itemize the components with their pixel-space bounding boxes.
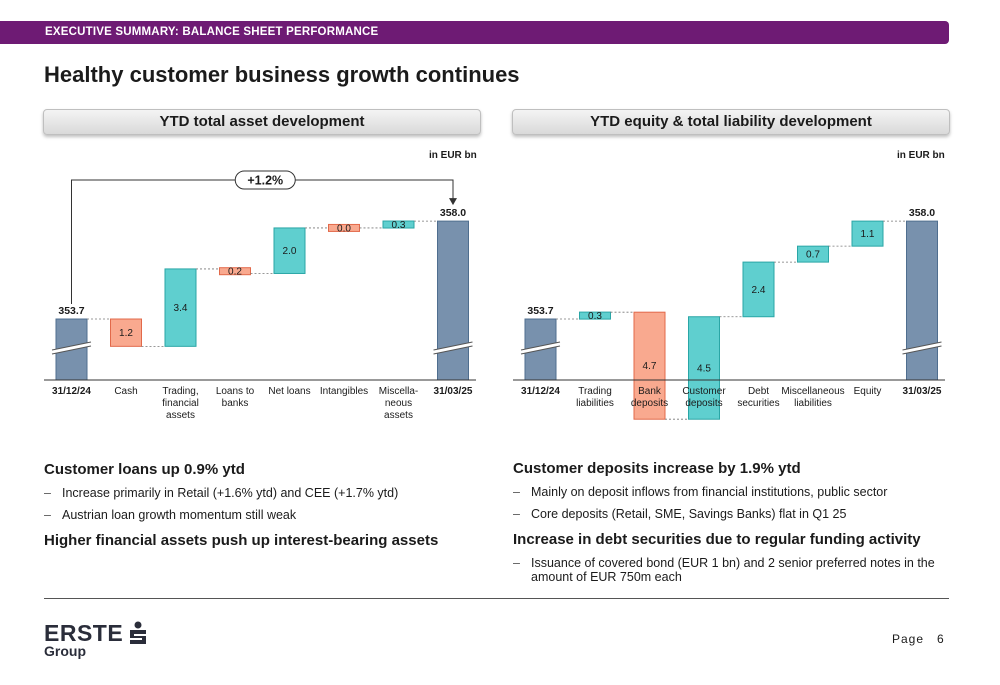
bar-4 — [742, 261, 775, 318]
erste-s-icon — [130, 621, 147, 644]
value-label-4: 2.0 — [283, 246, 297, 257]
category-label-3: Customer deposits — [682, 386, 726, 409]
erste-group-logo: ERSTE Group — [44, 620, 149, 659]
right-commentary: Customer deposits increase by 1.9% ytd – M… — [513, 460, 953, 592]
bar-3 — [219, 267, 251, 276]
page-number: 6 — [937, 632, 945, 646]
bullet-text: Core deposits (Retail, SME, Savings Bank… — [531, 507, 847, 521]
bar-1 — [579, 311, 611, 320]
axis-break-7 — [902, 342, 942, 354]
bullet-item: – Issuance of covered bond (EUR 1 bn) and… — [513, 556, 953, 584]
axis-break-line-b-0 — [520, 345, 561, 355]
bar-7 — [437, 220, 469, 381]
category-label-7: 31/03/25 — [903, 386, 942, 397]
category-label-0: 31/12/24 — [521, 386, 560, 397]
category-label-5: Intangibles — [320, 386, 368, 397]
category-label-0: 31/12/24 — [52, 386, 91, 397]
category-label-4: Debt securities — [737, 386, 779, 409]
value-label-2: 4.7 — [643, 361, 657, 372]
section-header-text: EXECUTIVE SUMMARY: BALANCE SHEET PERFORM… — [45, 26, 379, 38]
growth-bracket — [71, 179, 454, 305]
category-label-1: Cash — [114, 386, 137, 397]
section-header-bar: EXECUTIVE SUMMARY: BALANCE SHEET PERFORM… — [0, 21, 949, 44]
bullet-text: Issuance of covered bond (EUR 1 bn) and … — [531, 556, 935, 584]
section-heading: Customer loans up 0.9% ytd — [44, 461, 245, 478]
value-label-5: 0.7 — [806, 250, 820, 261]
category-label-2: Trading, financial assets — [162, 386, 199, 421]
value-label-5: 0.0 — [337, 223, 351, 234]
bullet-text: Austrian loan growth momentum still weak — [62, 508, 297, 522]
bullet-item: – Austrian loan growth momentum still wea… — [44, 508, 484, 522]
right-chart-unit: in EUR bn — [897, 150, 945, 161]
value-label-7: 358.0 — [440, 207, 466, 219]
section-heading: Customer deposits increase by 1.9% ytd — [513, 460, 801, 477]
category-label-3: Loans to banks — [216, 386, 255, 409]
axis-break-7 — [433, 342, 473, 354]
left-commentary: Customer loans up 0.9% ytd – Increase prim… — [44, 461, 484, 557]
value-label-3: 4.5 — [697, 363, 711, 374]
axis-break-line-a-0 — [51, 341, 92, 351]
bullet-item: – Mainly on deposit inflows from financia… — [513, 485, 953, 499]
page-label: Page — [892, 632, 925, 646]
logo-group-text: Group — [44, 643, 86, 659]
liability-waterfall-chart: 353.7 0.3 4.7 4.5 2.4 0.7 1.1 358.0 31/12/24 Trad… — [513, 207, 945, 420]
axis-break-line-b-7 — [433, 345, 473, 355]
axis-break-line-a-7 — [433, 341, 473, 351]
category-label-1: Trading liabilities — [576, 386, 614, 409]
value-label-1: 1.2 — [119, 328, 133, 339]
growth-label: +1.2% — [247, 174, 283, 188]
bullet-text: Increase primarily in Retail (+1.6% ytd)… — [62, 486, 399, 500]
bullet-dash-icon: – — [44, 486, 51, 500]
bar-5 — [797, 245, 829, 263]
footer-divider — [44, 598, 949, 599]
section-heading: Increase in debt securities due to regul… — [513, 531, 921, 548]
axis-break-line-a-0 — [520, 341, 561, 351]
value-label-1: 0.3 — [588, 311, 602, 322]
value-label-0: 353.7 — [527, 305, 553, 317]
value-label-6: 0.3 — [392, 220, 406, 231]
bullet-dash-icon: – — [513, 485, 520, 499]
axis-break-0 — [521, 342, 560, 354]
bullet-dash-icon: – — [513, 507, 520, 521]
bar-2 — [633, 311, 666, 420]
growth-bubble — [234, 170, 296, 190]
category-label-7: 31/03/25 — [434, 386, 473, 397]
value-label-4: 2.4 — [752, 285, 766, 296]
category-label-6: Miscella-neous assets — [379, 386, 418, 421]
axis-break-line-a-7 — [902, 341, 942, 351]
bullet-item: – Increase primarily in Retail (+1.6% ytd… — [44, 486, 484, 500]
bar-6 — [851, 220, 884, 247]
page-indicator: Page 6 — [892, 632, 945, 646]
bar-3 — [688, 316, 720, 420]
logo-brand-text: ERSTE — [44, 620, 124, 646]
value-label-7: 358.0 — [909, 207, 935, 219]
value-label-3: 0.2 — [228, 267, 242, 278]
axis-break-line-b-7 — [902, 345, 942, 355]
bullet-dash-icon: – — [513, 556, 520, 570]
category-label-5: Miscellaneous liabilities — [781, 386, 844, 409]
bar-1 — [110, 318, 142, 347]
left-chart-heading: YTD total asset development — [43, 109, 481, 135]
bar-4 — [273, 227, 306, 274]
bar-6 — [382, 220, 415, 229]
value-label-2: 3.4 — [174, 303, 188, 314]
axis-break-0 — [52, 342, 91, 354]
axis-break-line-b-0 — [51, 345, 92, 355]
value-label-0: 353.7 — [58, 305, 84, 317]
section-heading: Higher financial assets push up interest… — [44, 532, 439, 549]
bullet-dash-icon: – — [44, 508, 51, 522]
asset-waterfall-chart: 353.7 1.2 3.4 0.2 2.0 0.0 0.3 358.0 31/12/24 Cash… — [44, 170, 476, 421]
category-label-4: Net loans — [268, 386, 310, 397]
bullet-text: Mainly on deposit inflows from financial… — [531, 485, 888, 499]
page-title: Healthy customer business growth continu… — [44, 62, 520, 87]
category-label-6: Equity — [854, 386, 882, 397]
value-label-6: 1.1 — [861, 229, 875, 240]
bar-7 — [906, 220, 938, 381]
bullet-item: – Core deposits (Retail, SME, Savings Ban… — [513, 507, 953, 521]
right-chart-heading: YTD equity & total liability development — [512, 109, 950, 135]
bar-2 — [164, 268, 197, 347]
category-label-2: Bank deposits — [631, 386, 668, 409]
growth-arrow-head — [449, 198, 457, 206]
left-chart-unit: in EUR bn — [429, 150, 477, 161]
